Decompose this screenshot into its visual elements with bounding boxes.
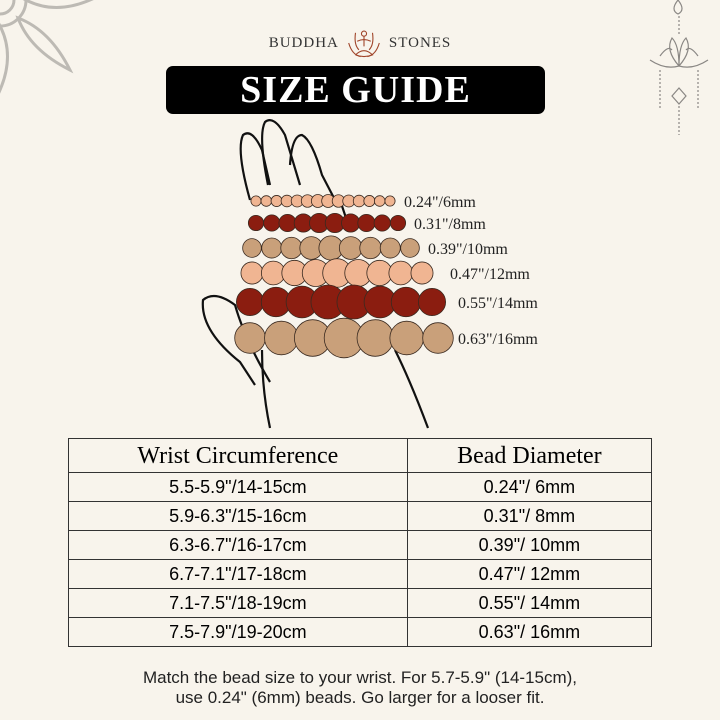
bead-size-label: 0.31"/8mm	[414, 216, 486, 233]
wrist-circumference-cell: 5.9-6.3"/15-16cm	[68, 501, 408, 531]
wrist-circumference-cell: 6.3-6.7"/16-17cm	[68, 530, 408, 560]
page-title: SIZE GUIDE	[166, 66, 545, 114]
brand-name-left: BUDDHA	[268, 35, 339, 51]
bead	[247, 214, 265, 232]
bead-diameter-cell: 0.24"/ 6mm	[406, 472, 653, 502]
lotus-meditation-logo-icon	[348, 30, 380, 58]
bead	[400, 238, 420, 258]
bead	[278, 213, 297, 233]
bead	[264, 320, 299, 356]
bead	[261, 237, 283, 259]
header-wrist-circumference: Wrist Circumference	[68, 438, 408, 473]
bead	[363, 195, 376, 207]
bead-size-label: 0.47"/12mm	[450, 266, 530, 283]
table-header-row: Wrist Circumference Bead Diameter	[68, 438, 653, 473]
wrist-circumference-cell: 7.5-7.9"/19-20cm	[68, 617, 408, 647]
table-row: 6.3-6.7"/16-17cm 0.39"/ 10mm	[68, 530, 653, 560]
bead-diameter-cell: 0.31"/ 8mm	[406, 501, 653, 531]
bead	[389, 214, 407, 232]
bead	[235, 287, 264, 316]
table-row: 7.5-7.9"/19-20cm 0.63"/ 16mm	[68, 617, 653, 647]
bead	[357, 213, 376, 233]
bead	[388, 260, 414, 286]
table-row: 5.5-5.9"/14-15cm 0.24"/ 6mm	[68, 472, 653, 502]
note-line-1: Match the bead size to your wrist. For 5…	[142, 668, 578, 687]
bead-diameter-cell: 0.47"/ 12mm	[406, 559, 653, 589]
bead	[356, 319, 395, 357]
brand-logo: BUDDHA STONES	[0, 26, 720, 60]
bead	[384, 195, 396, 207]
bead-diameter-cell: 0.63"/ 16mm	[406, 617, 653, 647]
bead	[240, 261, 264, 285]
bead-diameter-cell: 0.55"/ 14mm	[406, 588, 653, 618]
bead-size-label: 0.63"/16mm	[458, 331, 538, 348]
bead	[373, 195, 386, 207]
bead	[270, 195, 283, 207]
bead	[234, 322, 266, 354]
bead	[422, 322, 454, 354]
bead-size-label: 0.24"/6mm	[404, 194, 476, 211]
bead	[366, 259, 393, 287]
bead-size-label: 0.39"/10mm	[428, 241, 508, 258]
wrist-circumference-cell: 5.5-5.9"/14-15cm	[68, 472, 408, 502]
bead	[359, 236, 382, 260]
table-row: 6.7-7.1"/17-18cm 0.47"/ 12mm	[68, 559, 653, 589]
bead	[263, 214, 281, 232]
bead	[417, 287, 446, 316]
table-row: 5.9-6.3"/15-16cm 0.31"/ 8mm	[68, 501, 653, 531]
wrist-circumference-cell: 7.1-7.5"/18-19cm	[68, 588, 408, 618]
bead	[410, 261, 434, 285]
hand-bracelet-illustration: 0.24"/6mm 0.31"/8mm 0.39"/10mm 0.47"/12mm 0.…	[201, 119, 538, 429]
bead-size-label: 0.55"/14mm	[458, 295, 538, 312]
sizing-note: Match the bead size to your wrist. For 5…	[0, 668, 720, 708]
lotus-hanging-decoration-icon	[649, 0, 709, 135]
bead-diameter-cell: 0.39"/ 10mm	[406, 530, 653, 560]
header-bead-diameter: Bead Diameter	[406, 438, 653, 473]
bead	[352, 194, 366, 208]
bead	[389, 320, 424, 356]
bead	[280, 236, 303, 260]
table-row: 7.1-7.5"/18-19cm 0.55"/ 14mm	[68, 588, 653, 618]
brand-name-right: STONES	[388, 35, 452, 51]
bead	[242, 238, 262, 258]
bead	[390, 286, 422, 318]
note-line-2: use 0.24" (6mm) beads. Go larger for a l…	[175, 688, 545, 707]
bead	[260, 195, 273, 207]
wrist-circumference-cell: 6.7-7.1"/17-18cm	[68, 559, 408, 589]
mandala-decoration-icon	[0, 0, 94, 94]
bead	[373, 214, 391, 232]
bead	[379, 237, 401, 259]
size-table: Wrist Circumference Bead Diameter 5.5-5.…	[68, 438, 653, 647]
bead	[341, 213, 361, 233]
bead	[338, 236, 363, 260]
bead	[250, 195, 262, 207]
